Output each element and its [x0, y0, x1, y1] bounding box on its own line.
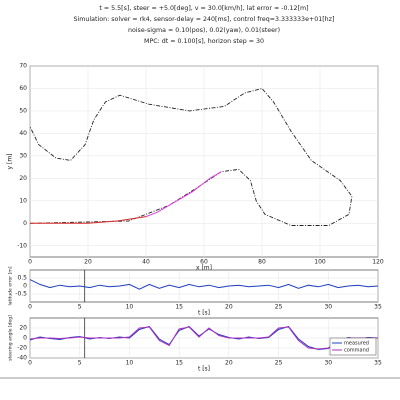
y-tick-label: -10 — [17, 242, 27, 249]
x-axis-label: t [s] — [198, 366, 210, 373]
x-tick-label: 20 — [225, 360, 233, 367]
x-tick-label: 5 — [78, 304, 82, 311]
x-tick-label: 5 — [78, 360, 82, 367]
x-tick-label: 0 — [28, 259, 32, 266]
y-tick-label: -20 — [17, 345, 27, 352]
x-tick-label: 35 — [374, 304, 382, 311]
y-tick-label: 70 — [19, 63, 27, 70]
x-tick-label: 30 — [324, 360, 332, 367]
x-tick-label: 25 — [275, 304, 283, 311]
y-tick-label: 60 — [19, 85, 27, 92]
x-tick-label: 0 — [28, 360, 32, 367]
x-axis-label: t [s] — [198, 310, 210, 317]
x-tick-label: 35 — [374, 360, 382, 367]
y-tick-label: -40 — [17, 355, 27, 362]
x-tick-label: 15 — [175, 360, 183, 367]
y-tick-label: 30 — [19, 152, 27, 159]
x-tick-label: 120 — [372, 259, 384, 266]
series-line — [145, 171, 222, 218]
y-tick-label: 0.5 — [17, 275, 27, 282]
y-axis-label: y [m] — [7, 154, 14, 170]
y-tick-label: 10 — [19, 197, 27, 204]
chart-title: Simulation: solver = rk4, sensor-delay =… — [74, 16, 335, 23]
series-line — [29, 326, 378, 350]
y-tick-label: -0.5 — [15, 291, 27, 298]
x-tick-label: 60 — [200, 259, 208, 266]
legend-label: command — [344, 348, 369, 354]
y-tick-label: 40 — [19, 130, 27, 137]
x-tick-label: 10 — [126, 360, 134, 367]
series-line — [29, 87, 353, 226]
y-tick-label: 20 — [19, 175, 27, 182]
x-tick-label: 10 — [126, 304, 134, 311]
y-tick-label: 50 — [19, 107, 27, 114]
x-tick-label: 80 — [258, 259, 266, 266]
y-axis-label: steering angle [deg] — [8, 315, 14, 361]
x-tick-label: 30 — [324, 304, 332, 311]
chart-title: noise-sigma = 0.10(pos), 0.02(yaw), 0.01… — [128, 27, 280, 34]
x-tick-label: 20 — [225, 304, 233, 311]
x-tick-label: 25 — [275, 360, 283, 367]
x-tick-label: 0 — [28, 304, 32, 311]
x-tick-label: 40 — [142, 259, 150, 266]
series-line — [29, 279, 379, 290]
x-tick-label: 15 — [175, 304, 183, 311]
legend-label: measured — [344, 341, 369, 347]
x-tick-label: 20 — [84, 259, 92, 266]
y-tick-label: 0 — [23, 283, 27, 290]
y-tick-label: 0 — [23, 220, 27, 227]
chart-title: t = 5.5[s], steer = +5.0[deg], v = 30.0[… — [99, 5, 308, 12]
y-tick-label: 0 — [23, 335, 27, 342]
series-line — [30, 216, 147, 224]
x-axis-label: x [m] — [196, 265, 212, 272]
x-tick-label: 100 — [314, 259, 326, 266]
chart-title: MPC: dt = 0.100[s], horizon step = 30 — [144, 38, 264, 45]
y-tick-label: 20 — [19, 325, 27, 332]
y-axis-label: latitude error [m] — [8, 266, 14, 305]
legend-box — [329, 337, 377, 356]
